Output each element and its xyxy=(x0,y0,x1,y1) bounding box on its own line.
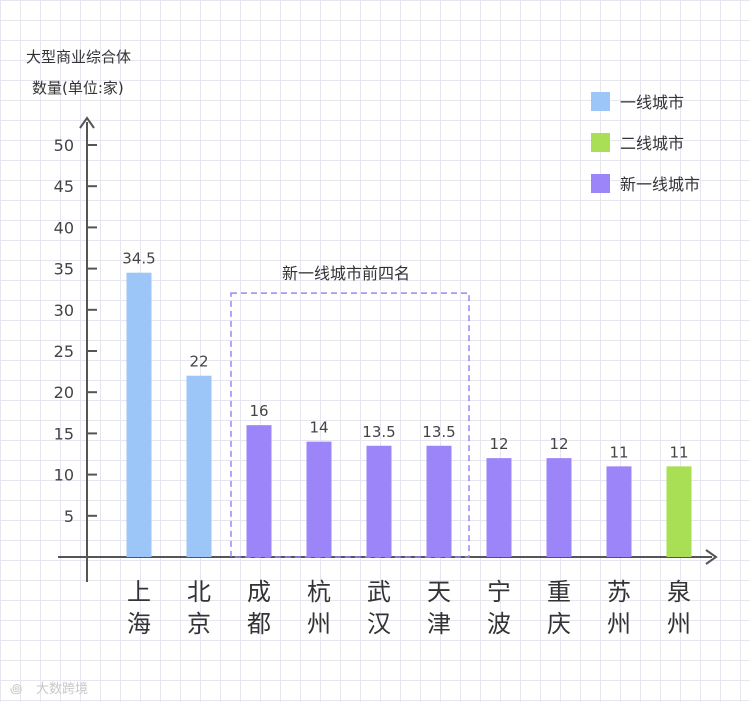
legend-label: 一线城市 xyxy=(620,93,684,112)
bar xyxy=(366,445,392,557)
annotation-label: 新一线城市前四名 xyxy=(282,264,410,283)
data-label: 12 xyxy=(549,435,568,453)
x-tick-label: 成 xyxy=(247,578,271,606)
x-tick-label: 宁 xyxy=(487,578,511,606)
legend-swatch xyxy=(591,92,610,111)
x-tick-label: 苏 xyxy=(607,578,631,606)
watermark-logo-icon: ꩜ xyxy=(10,682,22,697)
x-tick-label: 海 xyxy=(127,610,151,638)
bar xyxy=(546,458,572,557)
x-tick-label: 波 xyxy=(487,610,511,638)
x-tick-label: 杭 xyxy=(307,578,331,606)
bar xyxy=(486,458,512,557)
bar xyxy=(126,272,152,557)
y-tick-label: 20 xyxy=(54,383,74,402)
y-axis-label: 大型商业综合体 数量(单位:家) xyxy=(26,48,131,97)
y-tick-label: 50 xyxy=(54,136,74,155)
x-tick-label: 津 xyxy=(427,610,451,638)
legend-swatch xyxy=(591,133,610,152)
bar xyxy=(186,375,212,557)
watermark-text: 大数跨境 xyxy=(36,682,88,697)
x-tick-label: 武 xyxy=(367,578,391,606)
data-label: 11 xyxy=(669,443,688,461)
y-tick-label: 5 xyxy=(64,507,74,526)
y-ticks: 5 10 15 20 25 30 35 40 45 50 xyxy=(54,136,97,526)
y-tick-label: 15 xyxy=(54,424,74,443)
x-tick-label: 北 xyxy=(187,578,211,606)
y-axis-label-line-2: 数量(单位:家) xyxy=(32,79,124,97)
y-tick-label: 40 xyxy=(54,218,74,237)
annotation-box xyxy=(230,292,470,558)
x-tick-label: 汉 xyxy=(367,610,391,638)
x-tick-label: 上 xyxy=(127,578,151,606)
x-tick-label: 州 xyxy=(667,610,691,638)
x-tick-label: 京 xyxy=(187,610,211,638)
y-tick-label: 35 xyxy=(54,260,74,279)
data-label: 16 xyxy=(249,402,268,420)
x-tick-label: 州 xyxy=(607,610,631,638)
bar xyxy=(666,466,692,557)
legend-label: 二线城市 xyxy=(620,134,684,153)
y-axis-label-line-1: 大型商业综合体 xyxy=(26,48,131,66)
bars: 34.5上海22北京16成都14杭州13.5武汉13.5天津12宁波12重庆11… xyxy=(122,250,692,638)
bar xyxy=(606,466,632,557)
bar xyxy=(306,441,332,557)
data-label: 34.5 xyxy=(122,250,155,268)
x-axis-arrow-icon xyxy=(705,549,718,565)
data-label: 11 xyxy=(609,443,628,461)
x-tick-label: 重 xyxy=(547,578,571,606)
y-tick-label: 30 xyxy=(54,301,74,320)
y-tick-label: 45 xyxy=(54,177,74,196)
legend-label: 新一线城市 xyxy=(620,175,700,194)
bar xyxy=(246,425,272,557)
x-tick-label: 天 xyxy=(427,578,451,606)
legend-swatch xyxy=(591,174,610,193)
data-label: 22 xyxy=(189,353,208,371)
y-axis-arrow-icon xyxy=(79,116,95,129)
y-tick-label: 25 xyxy=(54,342,74,361)
x-tick-label: 州 xyxy=(307,610,331,638)
y-tick-label: 10 xyxy=(54,466,74,485)
x-tick-label: 都 xyxy=(247,610,271,638)
bar xyxy=(426,445,452,557)
data-label: 12 xyxy=(489,435,508,453)
annotation: 新一线城市前四名 xyxy=(230,264,470,558)
data-label: 14 xyxy=(309,419,328,437)
watermark: ꩜ 大数跨境 xyxy=(10,682,88,697)
data-label: 13.5 xyxy=(422,423,455,441)
x-tick-label: 泉 xyxy=(667,578,691,606)
data-label: 13.5 xyxy=(362,423,395,441)
x-tick-label: 庆 xyxy=(547,610,571,638)
